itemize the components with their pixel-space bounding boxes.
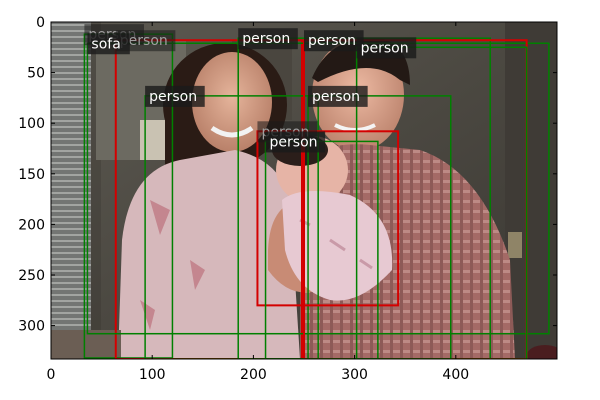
x-tick-label: 300 [341, 367, 368, 383]
detection-label-background [87, 33, 130, 55]
detection-label-background [308, 85, 368, 107]
plot-frame [50, 21, 558, 360]
detections-layer: personpersonsofapersonpersonpersonperson… [83, 24, 550, 359]
y-axis: 0 50 100 150 200 250 300 [18, 15, 557, 335]
detection-label: person [149, 89, 197, 105]
detection-label: person [308, 33, 356, 49]
y-tick-label: 250 [18, 268, 45, 284]
detection-label-background [145, 85, 205, 107]
detection-label-background [356, 37, 417, 59]
x-axis: 0 100 200 300 400 [47, 22, 469, 383]
detection-label-background [115, 30, 176, 52]
y-tick-label: 50 [27, 66, 45, 82]
x-tick-label: 0 [47, 367, 56, 383]
prediction-box [355, 46, 528, 359]
detection-label: person [270, 134, 318, 150]
detection-label: person [242, 31, 290, 47]
ground-truth-box [114, 39, 303, 359]
y-tick-label: 200 [18, 217, 45, 233]
x-tick-label: 200 [240, 367, 267, 383]
x-tick-label: 400 [442, 367, 469, 383]
ground-truth-box [256, 130, 400, 307]
detection-label: sofa [91, 36, 120, 52]
detection-label: person [361, 40, 409, 56]
detection-label-background [304, 30, 364, 52]
detection-label-background [238, 28, 298, 50]
detection-label: person [120, 33, 168, 49]
y-tick-label: 100 [18, 116, 45, 132]
x-tick-label: 100 [139, 367, 166, 383]
detection-label-background [265, 131, 326, 153]
detection-label: person [312, 89, 360, 105]
y-tick-label: 150 [18, 167, 45, 183]
y-tick-label: 0 [36, 15, 45, 31]
photo [51, 22, 557, 359]
y-tick-label: 300 [18, 319, 45, 335]
